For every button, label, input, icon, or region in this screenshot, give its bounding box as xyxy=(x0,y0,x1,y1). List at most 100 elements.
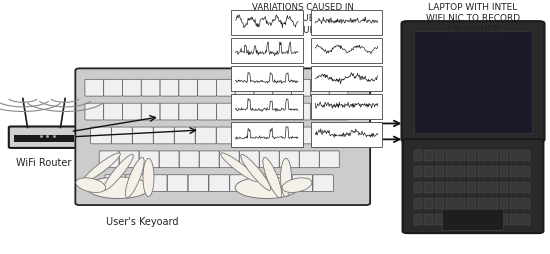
Ellipse shape xyxy=(282,178,312,193)
FancyBboxPatch shape xyxy=(146,175,167,192)
Bar xyxy=(510,182,519,193)
FancyBboxPatch shape xyxy=(160,151,179,168)
Bar xyxy=(456,166,465,177)
FancyBboxPatch shape xyxy=(230,175,250,192)
Bar xyxy=(499,182,508,193)
Bar xyxy=(231,67,302,91)
Bar xyxy=(414,198,422,209)
Bar xyxy=(489,182,498,193)
Bar xyxy=(311,11,382,36)
FancyBboxPatch shape xyxy=(160,104,179,120)
Bar xyxy=(510,150,519,161)
FancyBboxPatch shape xyxy=(9,127,79,148)
Bar xyxy=(499,214,508,225)
Bar xyxy=(499,150,508,161)
Text: LAPTOP WITH INTEL
WIFI NIC TO RECORD
CSI VALUES: LAPTOP WITH INTEL WIFI NIC TO RECORD CSI… xyxy=(426,3,520,35)
FancyBboxPatch shape xyxy=(271,175,292,192)
Bar xyxy=(478,198,487,209)
FancyBboxPatch shape xyxy=(258,128,279,144)
Bar xyxy=(468,214,476,225)
FancyBboxPatch shape xyxy=(199,151,219,168)
Bar xyxy=(435,198,444,209)
Bar xyxy=(510,214,519,225)
FancyBboxPatch shape xyxy=(167,175,188,192)
Bar xyxy=(446,166,455,177)
Bar xyxy=(478,150,487,161)
FancyBboxPatch shape xyxy=(104,104,123,120)
Bar xyxy=(468,198,476,209)
Bar xyxy=(446,182,455,193)
Bar xyxy=(521,198,530,209)
FancyBboxPatch shape xyxy=(197,104,216,120)
FancyBboxPatch shape xyxy=(179,151,199,168)
Bar xyxy=(414,150,422,161)
FancyBboxPatch shape xyxy=(251,175,271,192)
Bar xyxy=(446,150,455,161)
Bar xyxy=(510,166,519,177)
Bar xyxy=(311,122,382,147)
FancyBboxPatch shape xyxy=(153,128,174,144)
FancyBboxPatch shape xyxy=(235,80,254,97)
FancyBboxPatch shape xyxy=(273,104,292,120)
FancyBboxPatch shape xyxy=(85,104,103,120)
Ellipse shape xyxy=(83,153,120,182)
FancyBboxPatch shape xyxy=(292,80,310,97)
FancyBboxPatch shape xyxy=(197,80,216,97)
Bar xyxy=(414,166,422,177)
Ellipse shape xyxy=(87,177,150,199)
Bar xyxy=(468,182,476,193)
Bar xyxy=(435,150,444,161)
FancyBboxPatch shape xyxy=(133,128,153,144)
FancyBboxPatch shape xyxy=(75,69,370,205)
Bar xyxy=(231,39,302,64)
FancyBboxPatch shape xyxy=(321,128,342,144)
Bar xyxy=(311,39,382,64)
FancyBboxPatch shape xyxy=(403,139,543,233)
Bar xyxy=(468,150,476,161)
FancyBboxPatch shape xyxy=(126,175,146,192)
Bar xyxy=(478,214,487,225)
FancyBboxPatch shape xyxy=(104,80,123,97)
Bar xyxy=(414,214,422,225)
FancyBboxPatch shape xyxy=(292,175,312,192)
Bar xyxy=(425,166,433,177)
FancyBboxPatch shape xyxy=(239,151,259,168)
Bar xyxy=(425,198,433,209)
FancyBboxPatch shape xyxy=(105,175,125,192)
Bar xyxy=(414,182,422,193)
FancyBboxPatch shape xyxy=(320,151,339,168)
Bar xyxy=(478,182,487,193)
FancyBboxPatch shape xyxy=(123,80,141,97)
Ellipse shape xyxy=(263,158,282,198)
FancyBboxPatch shape xyxy=(112,128,132,144)
Bar xyxy=(311,67,382,91)
FancyBboxPatch shape xyxy=(310,80,329,97)
Bar xyxy=(425,214,433,225)
FancyBboxPatch shape xyxy=(310,104,329,120)
Bar xyxy=(521,150,530,161)
Bar xyxy=(14,136,74,142)
Bar xyxy=(499,198,508,209)
Bar xyxy=(510,198,519,209)
FancyBboxPatch shape xyxy=(179,104,197,120)
Ellipse shape xyxy=(103,155,133,191)
FancyBboxPatch shape xyxy=(141,104,160,120)
Ellipse shape xyxy=(241,155,271,191)
Bar xyxy=(521,214,530,225)
FancyBboxPatch shape xyxy=(160,80,179,97)
Text: WiFi Router: WiFi Router xyxy=(16,157,72,167)
FancyBboxPatch shape xyxy=(300,128,321,144)
Bar xyxy=(489,150,498,161)
FancyBboxPatch shape xyxy=(195,128,216,144)
FancyBboxPatch shape xyxy=(217,128,237,144)
FancyBboxPatch shape xyxy=(402,22,544,142)
Bar xyxy=(231,122,302,147)
FancyBboxPatch shape xyxy=(329,104,348,120)
Bar xyxy=(489,214,498,225)
Bar xyxy=(456,182,465,193)
Bar xyxy=(456,150,465,161)
FancyBboxPatch shape xyxy=(292,104,310,120)
FancyBboxPatch shape xyxy=(279,128,300,144)
Bar xyxy=(446,198,455,209)
FancyBboxPatch shape xyxy=(139,151,159,168)
